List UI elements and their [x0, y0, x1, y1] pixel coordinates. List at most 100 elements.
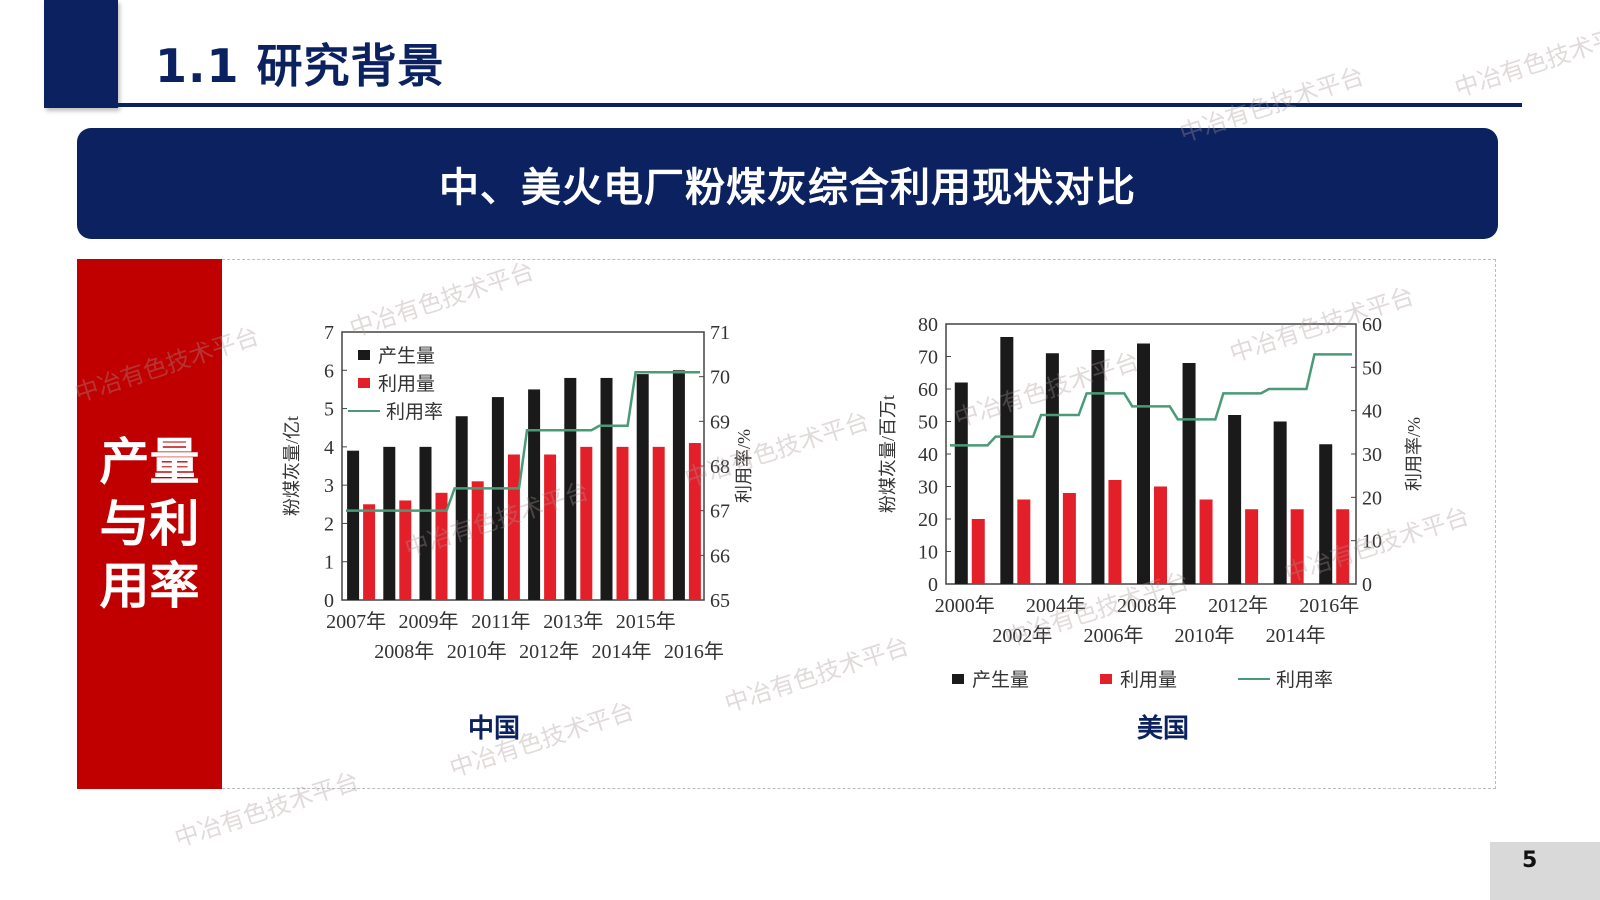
y2-tick-label: 66 — [710, 545, 730, 567]
x-tick-label: 2016年 — [1299, 594, 1359, 617]
x-tick-label: 2008年 — [1117, 594, 1177, 617]
y2-tick-label: 40 — [1362, 401, 1382, 423]
y-tick-label: 80 — [918, 314, 938, 336]
x-tick-label: 2010年 — [447, 640, 507, 663]
x-tick-label: 2000年 — [935, 594, 995, 617]
legend-label: 利用量 — [378, 373, 435, 395]
banner-title: 中、美火电厂粉煤灰综合利用现状对比 — [439, 164, 1136, 211]
bar-utilization — [399, 500, 412, 600]
line-utilization-rate — [346, 370, 700, 512]
header-underline — [118, 103, 1522, 107]
y2-tick-label: 67 — [710, 501, 730, 523]
y2-tick-label: 60 — [1362, 314, 1382, 336]
x-tick-label: 2009年 — [399, 610, 459, 633]
legend-label: 产生量 — [378, 345, 435, 367]
y2-tick-label: 50 — [1362, 357, 1382, 379]
y-tick-label: 3 — [324, 475, 334, 497]
y2-tick-label: 69 — [710, 411, 730, 433]
y-tick-label: 4 — [324, 437, 334, 459]
y-tick-label: 30 — [918, 477, 938, 499]
bar-production — [636, 374, 649, 600]
legend-label: 利用量 — [1120, 669, 1177, 691]
y2-tick-label: 10 — [1362, 531, 1382, 553]
x-tick-label: 2012年 — [1208, 594, 1268, 617]
bar-production — [1000, 337, 1014, 584]
bar-utilization — [1154, 486, 1167, 584]
watermark: 中冶有色技术平台 — [1451, 16, 1600, 103]
x-tick-label: 2007年 — [326, 610, 386, 633]
y-tick-label: 0 — [324, 590, 334, 612]
y2-tick-label: 65 — [710, 590, 730, 612]
section-banner: 中、美火电厂粉煤灰综合利用现状对比 — [77, 128, 1498, 239]
china-caption: 中国 — [468, 714, 521, 744]
y2-axis-label: 利用率/% — [734, 429, 754, 503]
bar-utilization — [580, 446, 593, 600]
bar-production — [954, 382, 968, 584]
bar-utilization — [1290, 509, 1304, 584]
y2-tick-label: 0 — [1362, 574, 1372, 596]
x-tick-label: 2006年 — [1083, 624, 1143, 647]
y-tick-label: 50 — [918, 412, 938, 434]
bar-utilization — [616, 446, 629, 600]
bar-production — [491, 397, 504, 600]
y2-tick-label: 70 — [710, 367, 730, 389]
y-tick-label: 2 — [324, 513, 334, 535]
bar-utilization — [471, 481, 484, 600]
bar-utilization — [1062, 493, 1076, 584]
bar-utilization — [1336, 509, 1350, 584]
legend-label: 利用率 — [1276, 669, 1333, 691]
bar-production — [1228, 415, 1242, 584]
bar-utilization — [507, 454, 520, 600]
usa-caption: 美国 — [1137, 714, 1190, 744]
bar-production — [600, 377, 613, 600]
bar-utilization — [652, 446, 665, 600]
bar-production — [1182, 363, 1196, 584]
x-tick-label: 2004年 — [1026, 594, 1086, 617]
bar-production — [383, 446, 396, 600]
y-axis-label: 粉煤灰量/亿t — [282, 416, 302, 516]
legend-swatch — [952, 674, 964, 684]
bar-utilization — [688, 443, 701, 600]
bar-utilization — [544, 454, 557, 600]
bar-utilization — [1245, 509, 1259, 584]
line-utilization-rate — [950, 353, 1352, 447]
header-accent-block — [44, 0, 118, 108]
y-tick-label: 6 — [324, 360, 334, 382]
y-tick-label: 40 — [918, 444, 938, 466]
x-tick-label: 2016年 — [664, 640, 724, 663]
usa-chart: 0 10 20 30 40 50 60 70 80 0 10 20 30 40 50 60 2000年 2002年… — [878, 314, 1424, 691]
legend-label: 产生量 — [972, 669, 1029, 691]
bar-production — [1137, 343, 1150, 584]
bar-production — [347, 450, 360, 600]
y2-axis-label: 利用率/% — [1404, 417, 1424, 491]
bar-utilization — [1108, 480, 1122, 584]
y-tick-label: 5 — [324, 399, 334, 421]
y-tick-label: 1 — [324, 552, 334, 574]
x-tick-label: 2008年 — [374, 640, 434, 663]
china-chart: 01234567656667686970712007年2008年2009年201… — [282, 322, 754, 663]
x-tick-label: 2012年 — [519, 640, 579, 663]
x-tick-label: 2013年 — [543, 610, 603, 633]
side-label-panel: 产量与利用率 — [77, 259, 222, 789]
y-tick-label: 60 — [918, 379, 938, 401]
bar-production — [564, 377, 577, 600]
y-tick-label: 10 — [918, 542, 938, 564]
y2-tick-label: 30 — [1362, 444, 1382, 466]
x-tick-label: 2010年 — [1175, 624, 1235, 647]
y-axis-label: 粉煤灰量/百万t — [878, 395, 898, 513]
y-tick-label: 7 — [324, 322, 334, 344]
y-tick-label: 70 — [918, 347, 938, 369]
y-tick-label: 0 — [928, 574, 938, 596]
x-tick-label: 2014年 — [1266, 624, 1326, 647]
bar-utilization — [1199, 499, 1213, 584]
bar-production — [672, 370, 685, 600]
x-tick-label: 2014年 — [592, 640, 652, 663]
legend-label: 利用率 — [386, 401, 443, 423]
x-tick-label: 2011年 — [471, 610, 530, 633]
bar-production — [419, 446, 432, 600]
y2-tick-label: 71 — [710, 322, 730, 344]
y2-tick-label: 20 — [1362, 487, 1382, 509]
y-tick-label: 20 — [918, 509, 938, 531]
legend-swatch — [358, 378, 370, 388]
bar-production — [1319, 444, 1333, 584]
